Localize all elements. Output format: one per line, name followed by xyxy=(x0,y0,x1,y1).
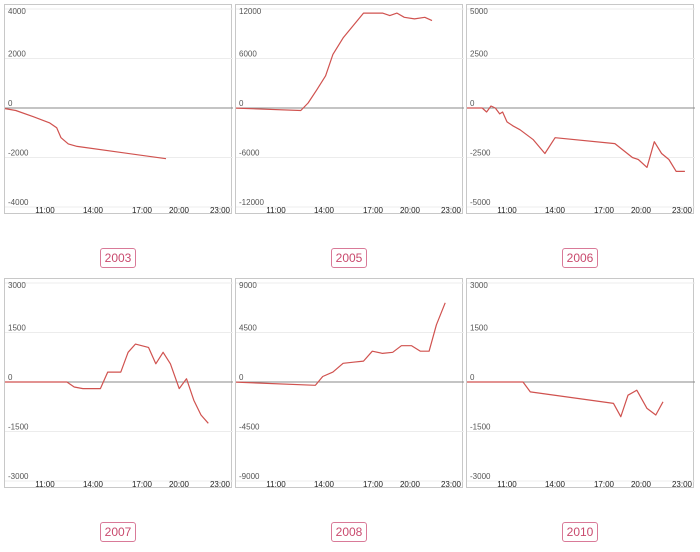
x-tick-label: 20:00 xyxy=(400,206,421,215)
y-tick-label: 6000 xyxy=(239,50,257,59)
series-line xyxy=(467,105,685,172)
chart-year-label: 2008 xyxy=(330,522,368,542)
x-tick-label: 20:00 xyxy=(631,206,652,215)
chart-panel-2008: 9000 4500 0 -4500 -9000 11:00 14:00 17:00 20:00 2… xyxy=(235,278,464,489)
y-tick-label: 0 xyxy=(8,373,13,382)
x-tick-label: 11:00 xyxy=(266,206,286,215)
y-tick-label: 0 xyxy=(470,99,475,108)
chart-year-label: 2006 xyxy=(561,248,599,268)
x-tick-label: 23:00 xyxy=(210,480,231,489)
y-tick-label: -6000 xyxy=(239,149,260,158)
series-line xyxy=(5,343,209,424)
x-tick-label: 20:00 xyxy=(169,206,190,215)
x-tick-label: 14:00 xyxy=(83,206,104,215)
chart-year-label: 2003 xyxy=(99,248,137,268)
y-tick-label: -2500 xyxy=(470,149,491,158)
y-tick-label: 2500 xyxy=(470,50,488,59)
chart-year-label-container: 2006 xyxy=(466,248,694,268)
x-tick-label: 17:00 xyxy=(132,206,153,215)
chart-year-label-container: 2010 xyxy=(466,522,694,542)
y-tick-label: 1500 xyxy=(470,324,488,333)
series-line xyxy=(5,108,167,160)
chart-panel-2003: 4000 2000 0 -2000 -4000 11:00 14:00 17:00 20:00 2… xyxy=(4,4,233,215)
chart-year-label: 2010 xyxy=(561,522,599,542)
chart-panel-2007: 3000 1500 0 -1500 -3000 11:00 14:00 17:00 20:00 2… xyxy=(4,278,233,489)
y-tick-label: 0 xyxy=(8,99,13,108)
y-tick-label: 4500 xyxy=(239,324,257,333)
x-tick-label: 14:00 xyxy=(314,480,335,489)
y-tick-label: 1500 xyxy=(8,324,26,333)
x-tick-label: 17:00 xyxy=(132,480,153,489)
y-tick-label: 0 xyxy=(470,373,475,382)
y-tick-label: -2000 xyxy=(8,149,29,158)
chart-panel-2005: 12000 6000 0 -6000 -12000 11:00 14:00 17:00 20:0… xyxy=(235,4,464,215)
series-line xyxy=(236,302,446,386)
y-tick-label: 9000 xyxy=(239,281,257,290)
x-tick-label: 20:00 xyxy=(169,480,190,489)
chart-year-label-container: 2008 xyxy=(235,522,463,542)
x-tick-label: 14:00 xyxy=(545,206,566,215)
chart-svg: 5000 2500 0 -2500 -5000 11:00 14:00 17:00 20:00 2… xyxy=(467,7,695,215)
x-tick-label: 11:00 xyxy=(497,480,517,489)
y-tick-label: 4000 xyxy=(8,7,26,16)
y-tick-label: 12000 xyxy=(239,7,262,16)
chart-svg: 3000 1500 0 -1500 -3000 11:00 14:00 17:00 20:00 2… xyxy=(5,281,233,489)
x-tick-label: 11:00 xyxy=(497,206,517,215)
x-tick-label: 23:00 xyxy=(672,206,693,215)
chart-year-label: 2007 xyxy=(99,522,137,542)
chart-panel-2010: 3000 1500 0 -1500 -3000 11:00 14:00 17:00 20:00 2… xyxy=(466,278,695,489)
x-tick-label: 17:00 xyxy=(363,206,384,215)
x-tick-label: 14:00 xyxy=(545,480,566,489)
y-tick-label: -12000 xyxy=(239,198,264,207)
chart-year-label-container: 2005 xyxy=(235,248,463,268)
chart-panel-2006: 5000 2500 0 -2500 -5000 11:00 14:00 17:00 20:00 2… xyxy=(466,4,695,215)
y-tick-label: -1500 xyxy=(470,423,491,432)
chart-year-label-container: 2003 xyxy=(4,248,232,268)
y-tick-label: -4000 xyxy=(8,198,29,207)
x-tick-label: 17:00 xyxy=(594,480,615,489)
y-tick-label: -3000 xyxy=(470,472,491,481)
chart-svg: 3000 1500 0 -1500 -3000 11:00 14:00 17:00 20:00 2… xyxy=(467,281,695,489)
y-tick-label: -1500 xyxy=(8,423,29,432)
series-line xyxy=(467,381,664,418)
y-tick-label: 2000 xyxy=(8,50,26,59)
y-tick-label: -5000 xyxy=(470,198,491,207)
y-tick-label: 3000 xyxy=(470,281,488,290)
x-tick-label: 17:00 xyxy=(594,206,615,215)
y-tick-label: -3000 xyxy=(8,472,29,481)
x-tick-label: 17:00 xyxy=(363,480,384,489)
y-tick-label: 0 xyxy=(239,373,244,382)
chart-year-label-container: 2007 xyxy=(4,522,232,542)
x-tick-label: 14:00 xyxy=(314,206,335,215)
x-tick-label: 11:00 xyxy=(35,480,55,489)
y-tick-label: -9000 xyxy=(239,472,260,481)
x-tick-label: 14:00 xyxy=(83,480,104,489)
y-tick-label: 5000 xyxy=(470,7,488,16)
x-tick-label: 23:00 xyxy=(210,206,231,215)
chart-svg: 4000 2000 0 -2000 -4000 11:00 14:00 17:00 20:00 2… xyxy=(5,7,233,215)
y-tick-label: 0 xyxy=(239,99,244,108)
x-tick-label: 20:00 xyxy=(400,480,421,489)
x-tick-label: 20:00 xyxy=(631,480,652,489)
x-tick-label: 11:00 xyxy=(266,480,286,489)
x-tick-label: 23:00 xyxy=(441,480,462,489)
x-tick-label: 11:00 xyxy=(35,206,55,215)
chart-year-label: 2005 xyxy=(330,248,368,268)
chart-svg: 9000 4500 0 -4500 -9000 11:00 14:00 17:00 20:00 2… xyxy=(236,281,464,489)
y-tick-label: -4500 xyxy=(239,423,260,432)
x-tick-label: 23:00 xyxy=(441,206,462,215)
series-line xyxy=(236,12,433,112)
y-tick-label: 3000 xyxy=(8,281,26,290)
x-tick-label: 23:00 xyxy=(672,480,693,489)
